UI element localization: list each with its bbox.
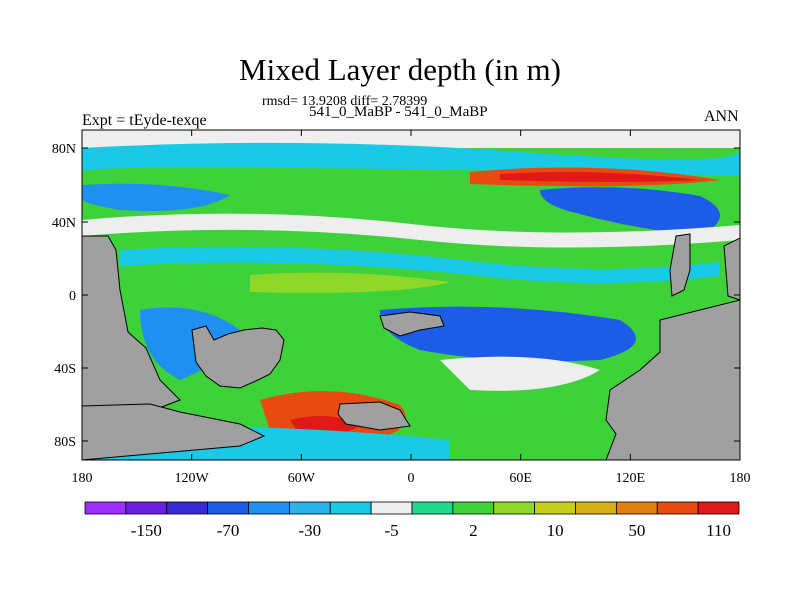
colorbar: -150 -70 -30 -5 2 10 50 110 (84, 501, 740, 540)
plot-title: Mixed Layer depth (in m) (239, 52, 561, 87)
season-label: ANN (704, 108, 739, 125)
y-tick-label: 40S (54, 362, 76, 377)
x-tick-label: 60W (288, 471, 316, 486)
island-northeast (669, 233, 691, 297)
tropical-yellowgreen-patch (250, 272, 450, 293)
colorbar-swatch (125, 501, 168, 515)
colorbar-label: 50 (628, 521, 645, 540)
island-south (337, 401, 411, 431)
colorbar-swatch (493, 501, 536, 515)
south-indian-blue-region (380, 306, 636, 362)
colorbar-label: 2 (469, 521, 478, 540)
antarctica-west (82, 403, 266, 460)
colorbar-swatch (207, 501, 249, 515)
colorbar-swatch (370, 501, 413, 515)
northwest-blue-region (82, 183, 230, 211)
case-comparison: 541_0_MaBP - 541_0_MaBP (309, 104, 488, 120)
x-axis: 180 120W 60W 0 60E 120E 180 (72, 130, 751, 486)
x-tick-label: 120E (616, 471, 646, 486)
x-tick-label: 120W (175, 471, 210, 486)
colorbar-label: 110 (706, 521, 731, 540)
colorbar-swatch (288, 501, 331, 515)
colorbar-swatch (575, 501, 617, 515)
tropical-cyan-streak (120, 246, 720, 283)
x-tick-label: 180 (72, 471, 93, 486)
south-white-patch (440, 356, 600, 391)
colorbar-label: -30 (298, 521, 321, 540)
colorbar-swatch (166, 501, 209, 515)
x-tick-label: 180 (730, 471, 751, 486)
x-tick-label: 0 (408, 471, 415, 486)
colorbar-label: -70 (217, 521, 240, 540)
northeast-blue-region (540, 187, 720, 236)
midlatitude-white-streak (82, 213, 740, 248)
colorbar-swatch (615, 501, 658, 515)
colorbar-swatch (697, 501, 740, 515)
colorbar-swatch (534, 501, 576, 515)
colorbar-swatch (656, 501, 699, 515)
colorbar-label: 10 (547, 521, 564, 540)
continent-east (605, 299, 740, 460)
y-tick-label: 80N (52, 142, 76, 157)
rmsd-diff-stats: rmsd= 13.9208 diff= 2.78399 (262, 94, 428, 109)
y-axis: 80N 40N 0 40S 80S (52, 142, 740, 450)
island-equatorial (379, 311, 445, 337)
island-far-east (723, 237, 740, 301)
colorbar-swatch (329, 501, 372, 515)
y-tick-label: 40N (52, 216, 76, 231)
south-pacific-blue-region (140, 307, 240, 380)
x-tick-label: 60E (509, 471, 532, 486)
colorbar-label: -150 (131, 521, 162, 540)
colorbar-swatch (452, 501, 495, 515)
colorbar-swatch (84, 501, 127, 515)
y-tick-label: 0 (69, 289, 76, 304)
map-plot-area (82, 130, 740, 460)
y-tick-label: 80S (54, 435, 76, 450)
experiment-label: Expt = tEyde-texqe (82, 112, 207, 129)
north-peak-anomaly (500, 172, 700, 182)
colorbar-label: -5 (384, 521, 398, 540)
colorbar-swatch (411, 501, 454, 515)
colorbar-swatch (248, 501, 290, 515)
continent-central (191, 325, 285, 389)
